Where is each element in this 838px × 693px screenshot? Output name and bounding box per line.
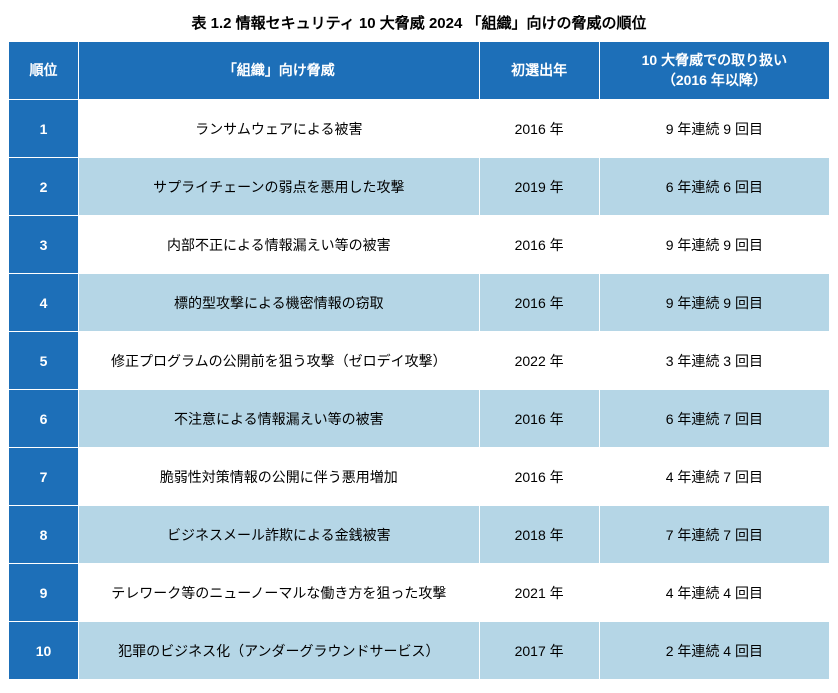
cell-history: 7 年連続 7 回目 xyxy=(599,506,829,564)
cell-rank: 7 xyxy=(9,448,79,506)
cell-year: 2016 年 xyxy=(479,448,599,506)
table-row: 3内部不正による情報漏えい等の被害2016 年9 年連続 9 回目 xyxy=(9,216,830,274)
col-header-history: 10 大脅威での取り扱い（2016 年以降） xyxy=(599,42,829,100)
cell-rank: 5 xyxy=(9,332,79,390)
cell-threat: テレワーク等のニューノーマルな働き方を狙った攻撃 xyxy=(79,564,479,622)
table-caption: 表 1.2 情報セキュリティ 10 大脅威 2024 「組織」向けの脅威の順位 xyxy=(8,12,830,33)
cell-history: 6 年連続 7 回目 xyxy=(599,390,829,448)
table-row: 1ランサムウェアによる被害2016 年9 年連続 9 回目 xyxy=(9,100,830,158)
cell-threat: 犯罪のビジネス化（アンダーグラウンドサービス） xyxy=(79,622,479,680)
cell-history: 4 年連続 4 回目 xyxy=(599,564,829,622)
header-row: 順位 「組織」向け脅威 初選出年 10 大脅威での取り扱い（2016 年以降） xyxy=(9,42,830,100)
cell-year: 2021 年 xyxy=(479,564,599,622)
cell-rank: 2 xyxy=(9,158,79,216)
cell-threat: 内部不正による情報漏えい等の被害 xyxy=(79,216,479,274)
threat-table: 順位 「組織」向け脅威 初選出年 10 大脅威での取り扱い（2016 年以降） … xyxy=(8,41,830,680)
cell-rank: 6 xyxy=(9,390,79,448)
table-row: 9テレワーク等のニューノーマルな働き方を狙った攻撃2021 年4 年連続 4 回… xyxy=(9,564,830,622)
cell-threat: ビジネスメール詐欺による金銭被害 xyxy=(79,506,479,564)
cell-year: 2016 年 xyxy=(479,100,599,158)
cell-threat: 不注意による情報漏えい等の被害 xyxy=(79,390,479,448)
cell-history: 3 年連続 3 回目 xyxy=(599,332,829,390)
col-header-threat: 「組織」向け脅威 xyxy=(79,42,479,100)
cell-rank: 9 xyxy=(9,564,79,622)
cell-threat: ランサムウェアによる被害 xyxy=(79,100,479,158)
cell-year: 2017 年 xyxy=(479,622,599,680)
cell-year: 2018 年 xyxy=(479,506,599,564)
cell-year: 2016 年 xyxy=(479,390,599,448)
cell-rank: 1 xyxy=(9,100,79,158)
cell-threat: 脆弱性対策情報の公開に伴う悪用増加 xyxy=(79,448,479,506)
cell-rank: 4 xyxy=(9,274,79,332)
cell-rank: 3 xyxy=(9,216,79,274)
cell-year: 2016 年 xyxy=(479,216,599,274)
cell-history: 4 年連続 7 回目 xyxy=(599,448,829,506)
table-row: 5修正プログラムの公開前を狙う攻撃（ゼロデイ攻撃）2022 年3 年連続 3 回… xyxy=(9,332,830,390)
cell-history: 9 年連続 9 回目 xyxy=(599,274,829,332)
cell-rank: 10 xyxy=(9,622,79,680)
cell-threat: サプライチェーンの弱点を悪用した攻撃 xyxy=(79,158,479,216)
cell-threat: 標的型攻撃による機密情報の窃取 xyxy=(79,274,479,332)
table-row: 2サプライチェーンの弱点を悪用した攻撃2019 年6 年連続 6 回目 xyxy=(9,158,830,216)
cell-year: 2016 年 xyxy=(479,274,599,332)
col-header-rank: 順位 xyxy=(9,42,79,100)
cell-history: 6 年連続 6 回目 xyxy=(599,158,829,216)
table-row: 4標的型攻撃による機密情報の窃取2016 年9 年連続 9 回目 xyxy=(9,274,830,332)
cell-history: 9 年連続 9 回目 xyxy=(599,100,829,158)
cell-rank: 8 xyxy=(9,506,79,564)
cell-history: 9 年連続 9 回目 xyxy=(599,216,829,274)
cell-year: 2019 年 xyxy=(479,158,599,216)
table-row: 8ビジネスメール詐欺による金銭被害2018 年7 年連続 7 回目 xyxy=(9,506,830,564)
table-row: 7脆弱性対策情報の公開に伴う悪用増加2016 年4 年連続 7 回目 xyxy=(9,448,830,506)
cell-year: 2022 年 xyxy=(479,332,599,390)
cell-threat: 修正プログラムの公開前を狙う攻撃（ゼロデイ攻撃） xyxy=(79,332,479,390)
col-header-year: 初選出年 xyxy=(479,42,599,100)
cell-history: 2 年連続 4 回目 xyxy=(599,622,829,680)
table-row: 6不注意による情報漏えい等の被害2016 年6 年連続 7 回目 xyxy=(9,390,830,448)
table-row: 10犯罪のビジネス化（アンダーグラウンドサービス）2017 年2 年連続 4 回… xyxy=(9,622,830,680)
